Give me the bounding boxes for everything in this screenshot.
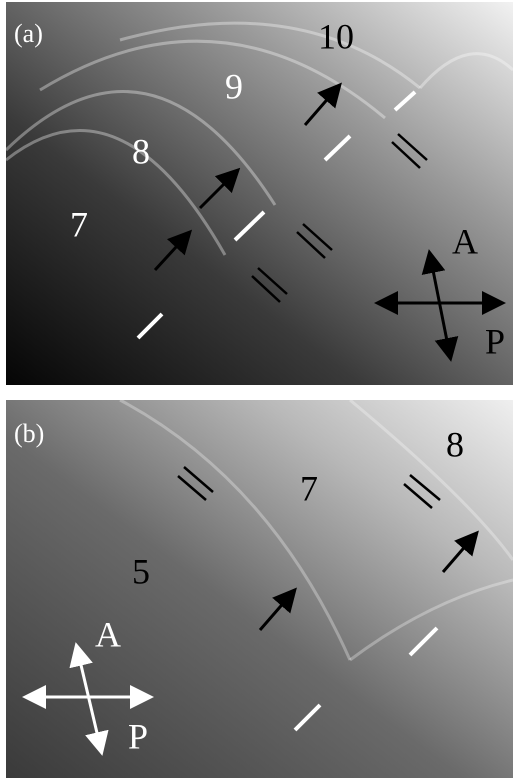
polarizer-label: P: [485, 321, 505, 361]
order-label: 9: [225, 66, 243, 106]
polarizer-label: P: [128, 716, 148, 756]
order-label: 5: [132, 551, 150, 591]
order-label: 7: [300, 468, 318, 508]
analyzer-label: A: [95, 614, 121, 654]
order-label: 8: [132, 131, 150, 171]
micrograph: [6, 400, 513, 778]
order-label: 7: [70, 204, 88, 244]
analyzer-label: A: [452, 221, 478, 261]
panel-label: (b): [14, 419, 44, 448]
figure: (a) 10 9 8 7 A P (b) 8 7 5 A: [0, 0, 515, 782]
order-label: 8: [446, 424, 464, 464]
panel-b: (b) 8 7 5 A P: [6, 400, 513, 778]
panel-label: (a): [14, 19, 43, 48]
micrograph: [6, 2, 513, 385]
order-label: 10: [318, 16, 354, 56]
panel-a: (a) 10 9 8 7 A P: [6, 2, 513, 385]
